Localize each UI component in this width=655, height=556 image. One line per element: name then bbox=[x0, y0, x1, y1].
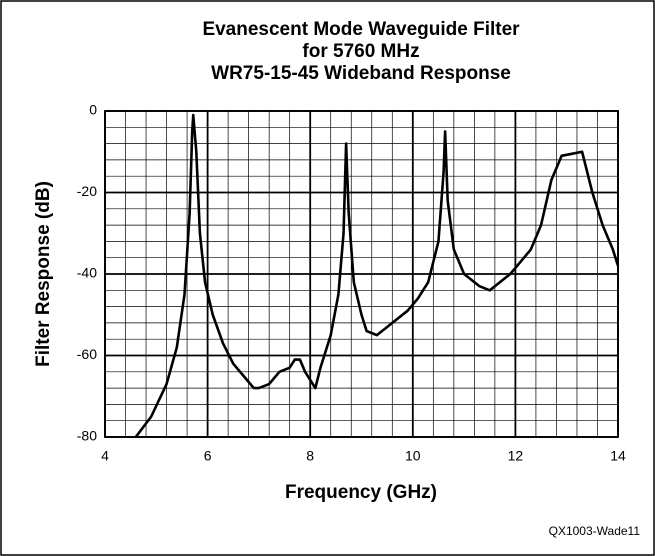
annotation: QX1003-Wade11 bbox=[549, 524, 641, 538]
y-tick-label: -40 bbox=[77, 265, 97, 281]
y-tick-label: -60 bbox=[77, 346, 97, 362]
plot-border bbox=[104, 110, 619, 438]
x-tick-label: 6 bbox=[204, 448, 212, 464]
chart-title: WR75-15-45 Wideband Response bbox=[211, 63, 511, 84]
x-tick-label: 14 bbox=[610, 448, 626, 464]
y-tick-label: -20 bbox=[77, 183, 97, 199]
x-axis-label: Frequency (GHz) bbox=[285, 482, 437, 503]
data-line bbox=[134, 113, 620, 438]
chart-title: Evanescent Mode Waveguide Filter bbox=[202, 19, 520, 40]
x-tick-label: 8 bbox=[306, 448, 314, 464]
y-tick-label: 0 bbox=[89, 102, 97, 118]
chart-title: for 5760 MHz bbox=[302, 41, 419, 62]
x-tick-label: 12 bbox=[508, 448, 524, 464]
y-axis-label: Filter Response (dB) bbox=[33, 181, 54, 367]
x-tick-label: 4 bbox=[101, 448, 109, 464]
y-tick-label: -80 bbox=[77, 428, 97, 444]
x-tick-label: 10 bbox=[405, 448, 421, 464]
